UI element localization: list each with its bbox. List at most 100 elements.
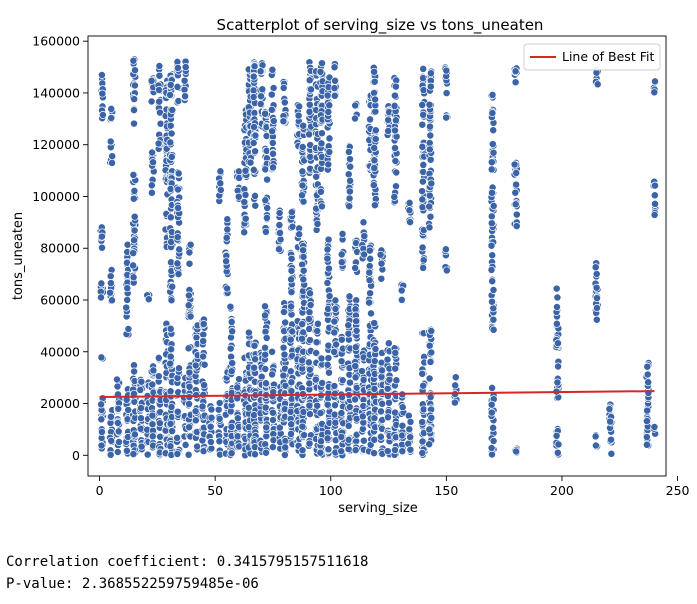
scatter-point xyxy=(427,327,436,335)
scatter-point xyxy=(137,377,146,386)
scatter-point xyxy=(228,359,237,368)
scatter-point xyxy=(130,106,138,115)
scatter-point xyxy=(97,232,106,241)
scatter-point xyxy=(97,427,106,436)
scatter-point xyxy=(180,76,189,85)
scatter-point xyxy=(487,241,496,250)
scatter-point xyxy=(366,115,375,124)
scatter-point xyxy=(299,246,308,255)
scatter-point xyxy=(316,448,325,457)
scatter-point xyxy=(250,123,258,131)
scatter-point xyxy=(181,63,190,72)
scatter-point xyxy=(324,160,333,169)
scatter-point xyxy=(442,89,451,98)
scatter-point xyxy=(241,190,250,199)
scatter-point xyxy=(650,210,659,219)
scatter-point xyxy=(184,450,193,459)
scatter-point xyxy=(418,449,427,457)
scatter-point xyxy=(191,361,200,370)
scatter-point xyxy=(553,378,562,387)
scatter-point xyxy=(287,429,295,438)
scatter-point xyxy=(367,309,375,318)
scatter-point xyxy=(222,257,231,266)
scatter-point xyxy=(426,393,435,402)
scatter-point xyxy=(294,111,303,120)
scatter-point xyxy=(214,405,223,414)
scatter-point xyxy=(106,137,115,146)
scatter-point xyxy=(313,319,322,328)
scatter-point xyxy=(223,284,232,293)
y-axis-ticks: 0 20000 40000 60000 80000 100000 120000 140000 1… xyxy=(32,34,88,463)
scatter-point xyxy=(261,311,269,320)
scatter-point xyxy=(425,191,434,200)
scatter-point xyxy=(155,62,164,70)
scatter-point xyxy=(215,437,224,446)
scatter-point xyxy=(107,104,116,113)
scatter-point xyxy=(114,404,123,413)
scatter-point xyxy=(97,293,105,302)
scatter-point xyxy=(240,228,249,237)
scatter-point xyxy=(418,142,427,151)
scatter-point xyxy=(287,275,296,284)
scatter-point xyxy=(384,127,393,135)
scatter-point xyxy=(489,315,498,324)
scatter-point xyxy=(298,446,307,455)
scatter-point xyxy=(392,182,400,191)
scatter-point xyxy=(299,121,308,130)
scatter-point xyxy=(426,69,435,78)
scatter-point xyxy=(488,251,497,260)
scatter-point xyxy=(441,245,450,254)
scatter-point xyxy=(155,86,164,94)
scatter-point xyxy=(398,403,407,412)
scatter-point xyxy=(173,259,182,268)
scatter-point xyxy=(97,400,106,409)
scatter-point xyxy=(191,416,200,425)
scatter-point xyxy=(256,67,265,76)
scatter-point xyxy=(98,111,107,119)
scatter-point xyxy=(385,375,394,384)
scatter-point xyxy=(306,336,314,345)
scatter-point xyxy=(199,330,208,339)
scatter-point xyxy=(488,277,497,286)
scatter-point xyxy=(137,442,146,451)
scatter-point xyxy=(384,413,392,422)
scatter-point xyxy=(324,235,333,244)
scatter-point xyxy=(216,179,225,188)
scatter-point xyxy=(249,86,258,95)
scatter-point xyxy=(129,249,138,258)
scatter-point xyxy=(312,349,321,357)
scatter-point xyxy=(300,431,309,440)
scatter-point xyxy=(405,206,414,215)
scatter-point xyxy=(106,450,115,459)
scatter-point xyxy=(174,185,182,194)
scatter-point xyxy=(269,84,278,92)
scatter-point xyxy=(331,304,340,313)
scatter-point xyxy=(97,279,106,288)
scatter-point xyxy=(130,119,138,128)
scatter-point xyxy=(226,344,235,353)
y-tick-label: 40000 xyxy=(40,344,80,359)
scatter-point xyxy=(185,248,194,257)
scatter-point xyxy=(383,447,392,456)
scatter-point xyxy=(167,129,176,138)
scatter-point xyxy=(489,304,498,313)
scatter-point xyxy=(487,212,496,221)
scatter-point xyxy=(185,368,194,377)
scatter-point xyxy=(298,191,306,200)
x-tick-label: 50 xyxy=(207,483,223,498)
scatter-point xyxy=(378,399,387,408)
scatter-point xyxy=(330,410,339,419)
scatter-point xyxy=(287,387,296,396)
scatter-point xyxy=(281,381,290,390)
scatter-point xyxy=(261,196,270,205)
scatter-point xyxy=(370,143,379,152)
scatter-point xyxy=(552,284,561,293)
chart-title: Scatterplot of serving_size vs tons_unea… xyxy=(217,16,544,35)
scatter-point xyxy=(418,177,427,186)
y-tick-label: 20000 xyxy=(40,396,80,411)
scatter-point xyxy=(137,414,145,423)
scatter-point xyxy=(149,158,157,167)
scatter-point xyxy=(365,262,374,270)
scatter-point xyxy=(269,149,277,158)
scatter-point xyxy=(137,404,145,413)
